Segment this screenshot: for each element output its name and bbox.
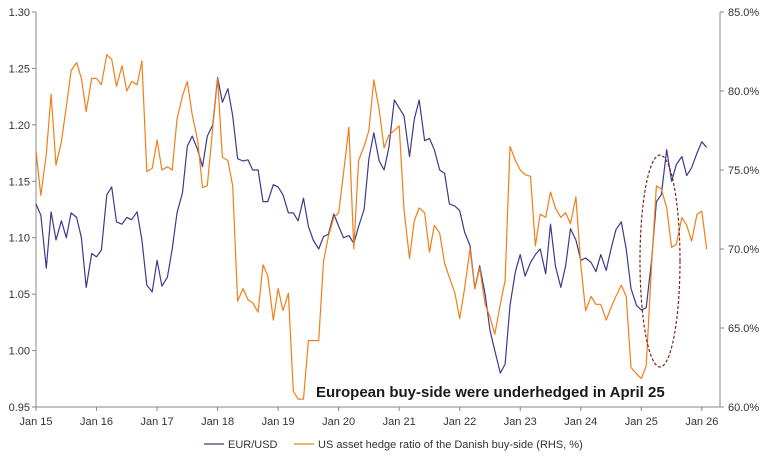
right-tick-label: 75.0% <box>728 165 759 177</box>
highlight-ellipse <box>639 154 681 368</box>
chart-annotation: European buy-side were underhedged in Ap… <box>316 384 665 401</box>
right-tick-label: 80.0% <box>728 86 759 98</box>
left-tick-label: 1.10 <box>9 233 30 245</box>
left-tick-label: 0.95 <box>9 402 30 414</box>
left-tick-label: 1.15 <box>9 176 30 188</box>
x-tick-label: Jan 24 <box>564 416 597 428</box>
left-tick-label: 1.30 <box>9 7 30 19</box>
left-tick-label: 1.25 <box>9 63 30 75</box>
x-tick-label: Jan 17 <box>141 416 174 428</box>
right-tick-label: 65.0% <box>728 323 759 335</box>
x-tick-label: Jan 15 <box>19 416 52 428</box>
right-tick-label: 60.0% <box>728 402 759 414</box>
x-tick-label: Jan 18 <box>201 416 234 428</box>
legend-label-eurusd: EUR/USD <box>228 439 278 451</box>
chart-axes <box>35 12 721 408</box>
left-tick-label: 1.20 <box>9 120 30 132</box>
x-tick-label: Jan 21 <box>383 416 416 428</box>
legend-label-hedge: US asset hedge ratio of the Danish buy-s… <box>318 439 583 451</box>
right-tick-label: 85.0% <box>728 7 759 19</box>
x-tick-label: Jan 26 <box>685 416 718 428</box>
x-tick-label: Jan 19 <box>262 416 295 428</box>
left-tick-label: 1.05 <box>9 289 30 301</box>
series-lines <box>35 54 708 400</box>
legend: EUR/USD US asset hedge ratio of the Dani… <box>204 439 583 451</box>
x-tick-label: Jan 20 <box>322 416 355 428</box>
x-tick-label: Jan 22 <box>443 416 476 428</box>
series-line-hedge-ratio <box>35 54 708 400</box>
x-tick-label: Jan 25 <box>625 416 658 428</box>
x-tick-label: Jan 16 <box>80 416 113 428</box>
series-line-eurusd <box>35 76 708 374</box>
left-tick-label: 1.00 <box>9 346 30 358</box>
x-tick-label: Jan 23 <box>504 416 537 428</box>
right-tick-label: 70.0% <box>728 244 759 256</box>
tick-labels: 0.95 1.00 1.05 1.10 1.15 1.20 1.25 1.30 60.0% 65.… <box>9 7 760 428</box>
